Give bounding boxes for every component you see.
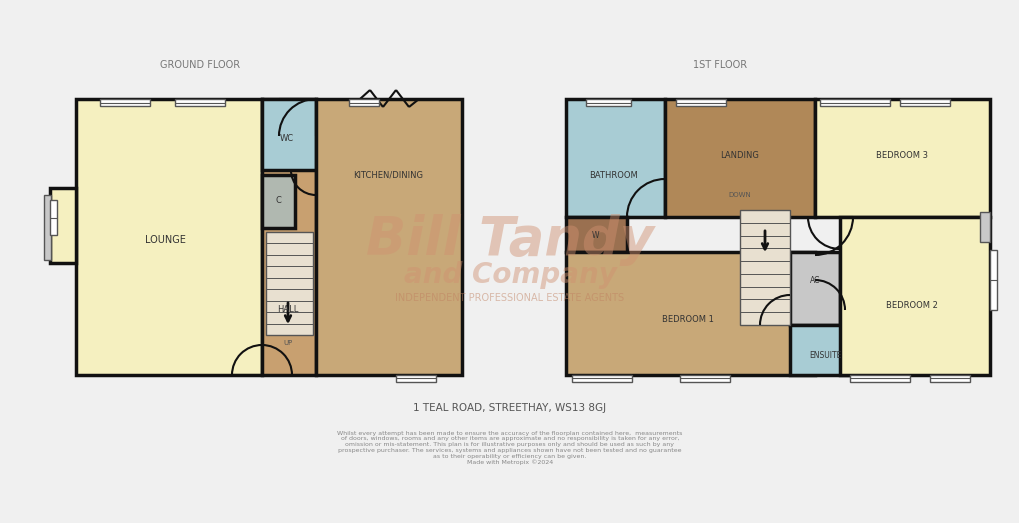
Bar	[814, 99, 989, 217]
Bar	[50, 188, 76, 263]
Bar	[566, 217, 627, 252]
Bar	[566, 99, 664, 217]
Text: GROUND FLOOR: GROUND FLOOR	[160, 60, 239, 70]
Text: HALL: HALL	[277, 305, 299, 314]
Text: BEDROOM 1: BEDROOM 1	[661, 315, 713, 324]
Bar	[262, 175, 294, 228]
Text: WC: WC	[279, 133, 293, 142]
Text: ENSUITE: ENSUITE	[808, 350, 841, 359]
Text: BATHROOM: BATHROOM	[589, 170, 638, 179]
Bar	[929, 375, 969, 382]
Bar	[989, 250, 996, 310]
Text: C: C	[275, 196, 280, 204]
Bar	[76, 99, 262, 375]
Bar	[395, 375, 435, 382]
Bar	[664, 99, 814, 217]
Bar	[566, 252, 814, 375]
Bar	[262, 99, 316, 170]
Bar	[266, 232, 313, 335]
Bar	[586, 99, 631, 106]
Bar	[979, 212, 989, 242]
Text: INDEPENDENT PROFESSIONAL ESTATE AGENTS: INDEPENDENT PROFESSIONAL ESTATE AGENTS	[395, 293, 624, 303]
Bar	[262, 99, 316, 375]
Bar	[316, 99, 462, 375]
Text: Bill Tandy: Bill Tandy	[366, 214, 653, 266]
Text: 1 TEAL ROAD, STREETHAY, WS13 8GJ: 1 TEAL ROAD, STREETHAY, WS13 8GJ	[413, 403, 606, 413]
Text: LOUNGE: LOUNGE	[145, 235, 185, 245]
Bar	[680, 375, 730, 382]
Bar	[100, 99, 150, 106]
Bar	[676, 99, 726, 106]
Bar	[790, 252, 840, 325]
Text: 1ST FLOOR: 1ST FLOOR	[692, 60, 746, 70]
Bar	[819, 99, 890, 106]
Text: Whilst every attempt has been made to ensure the accuracy of the floorplan conta: Whilst every attempt has been made to en…	[337, 430, 682, 465]
Bar	[849, 375, 909, 382]
Bar	[739, 210, 790, 325]
Text: and Company: and Company	[404, 261, 615, 289]
Text: W: W	[592, 231, 599, 240]
Bar	[348, 99, 379, 106]
Bar	[175, 99, 225, 106]
Text: KITCHEN/DINING: KITCHEN/DINING	[353, 170, 423, 179]
Text: BEDROOM 2: BEDROOM 2	[886, 301, 937, 310]
Bar	[899, 99, 949, 106]
Bar	[50, 200, 57, 235]
Text: DOWN: DOWN	[728, 192, 751, 198]
Text: AC: AC	[809, 276, 819, 285]
Bar	[840, 217, 989, 375]
Bar	[44, 195, 51, 260]
Text: LANDING: LANDING	[719, 151, 759, 160]
Text: UP: UP	[283, 340, 292, 346]
Bar	[790, 325, 864, 375]
Text: BEDROOM 3: BEDROOM 3	[875, 151, 927, 160]
Bar	[572, 375, 632, 382]
